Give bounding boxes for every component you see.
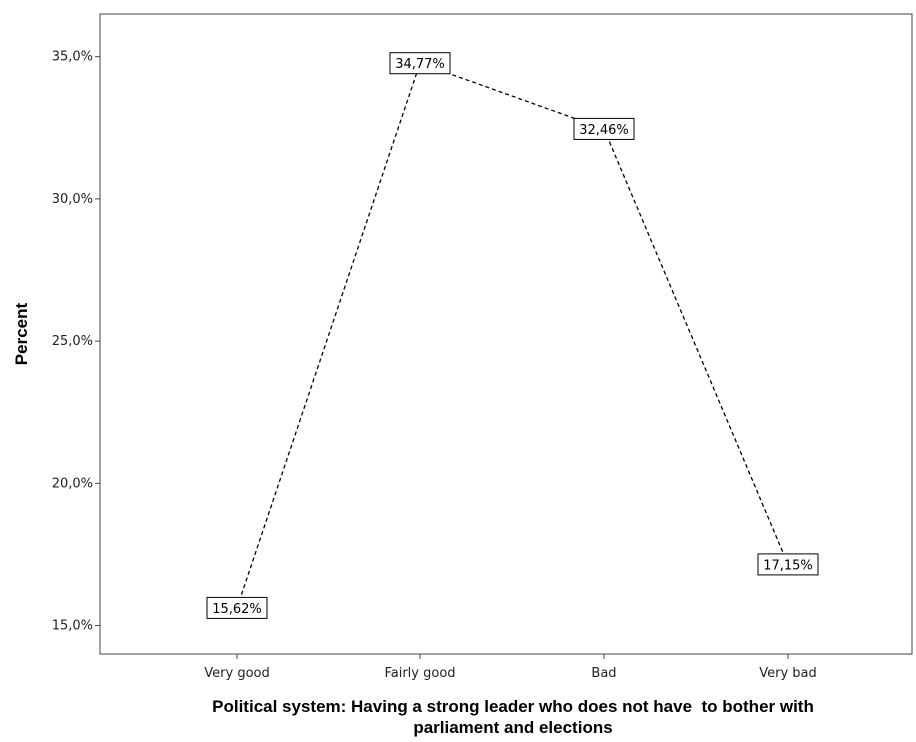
data-label-box bbox=[206, 596, 268, 619]
y-tick-label: 20,0% bbox=[52, 476, 93, 491]
y-tick-label: 25,0% bbox=[52, 334, 93, 349]
data-label-text: 17,15% bbox=[763, 558, 813, 573]
data-label: 34,77% bbox=[389, 52, 451, 75]
y-tick-label: 30,0% bbox=[52, 192, 93, 207]
data-label-text: 15,62% bbox=[212, 602, 262, 617]
data-labels: 15,62% 34,77% 32,46% 17,15% bbox=[206, 52, 819, 619]
y-axis-title: Percent bbox=[12, 302, 31, 365]
data-label-box bbox=[573, 117, 635, 140]
series-line bbox=[236, 62, 789, 609]
y-tick-label: 35,0% bbox=[52, 50, 93, 65]
x-tick-label: Bad bbox=[591, 666, 616, 681]
x-axis-title-line1: Political system: Having a strong leader… bbox=[212, 697, 814, 716]
x-tick-label: Fairly good bbox=[384, 666, 455, 681]
data-label-text: 32,46% bbox=[579, 123, 629, 138]
x-axis-title-line2: parliament and elections bbox=[413, 718, 612, 737]
data-label-box bbox=[389, 52, 451, 75]
y-tick-label: 15,0% bbox=[52, 619, 93, 634]
plot-area bbox=[99, 13, 913, 655]
x-tick-label: Very bad bbox=[759, 666, 817, 681]
y-axis: 15,0% 20,0% 25,0% 30,0% 35,0% bbox=[52, 50, 100, 634]
data-label-text: 34,77% bbox=[395, 57, 445, 72]
data-label: 15,62% bbox=[206, 596, 268, 619]
data-label-box bbox=[757, 553, 819, 576]
x-axis: Very good Fairly good Bad Very bad bbox=[204, 654, 817, 681]
data-label: 32,46% bbox=[573, 117, 635, 140]
x-tick-label: Very good bbox=[204, 666, 269, 681]
data-label: 17,15% bbox=[757, 553, 819, 576]
